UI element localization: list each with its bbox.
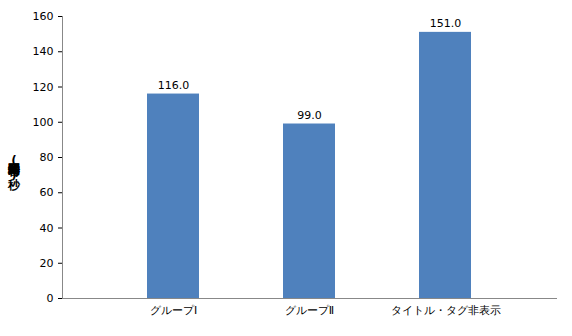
svg-text:0: 0 <box>47 292 54 305</box>
svg-text:20: 20 <box>40 257 54 270</box>
svg-text:100: 100 <box>33 116 54 129</box>
svg-text:グループⅡ: グループⅡ <box>285 304 334 317</box>
svg-text:グループⅠ: グループⅠ <box>150 304 197 317</box>
svg-text:99.0: 99.0 <box>297 109 322 122</box>
svg-text:151.0: 151.0 <box>430 17 462 30</box>
svg-text:80: 80 <box>40 151 54 164</box>
svg-text:60: 60 <box>40 186 54 199</box>
svg-text:40: 40 <box>40 222 54 235</box>
html-text:平均回答時間(秒): 平均回答時間(秒) <box>7 154 21 182</box>
svg-text:120: 120 <box>33 81 54 94</box>
svg-text:116.0: 116.0 <box>158 79 190 92</box>
svg-text:160: 160 <box>33 10 54 23</box>
svg-text:タイトル・タグ非表示: タイトル・タグ非表示 <box>391 304 501 317</box>
svg-text:140: 140 <box>33 45 54 58</box>
